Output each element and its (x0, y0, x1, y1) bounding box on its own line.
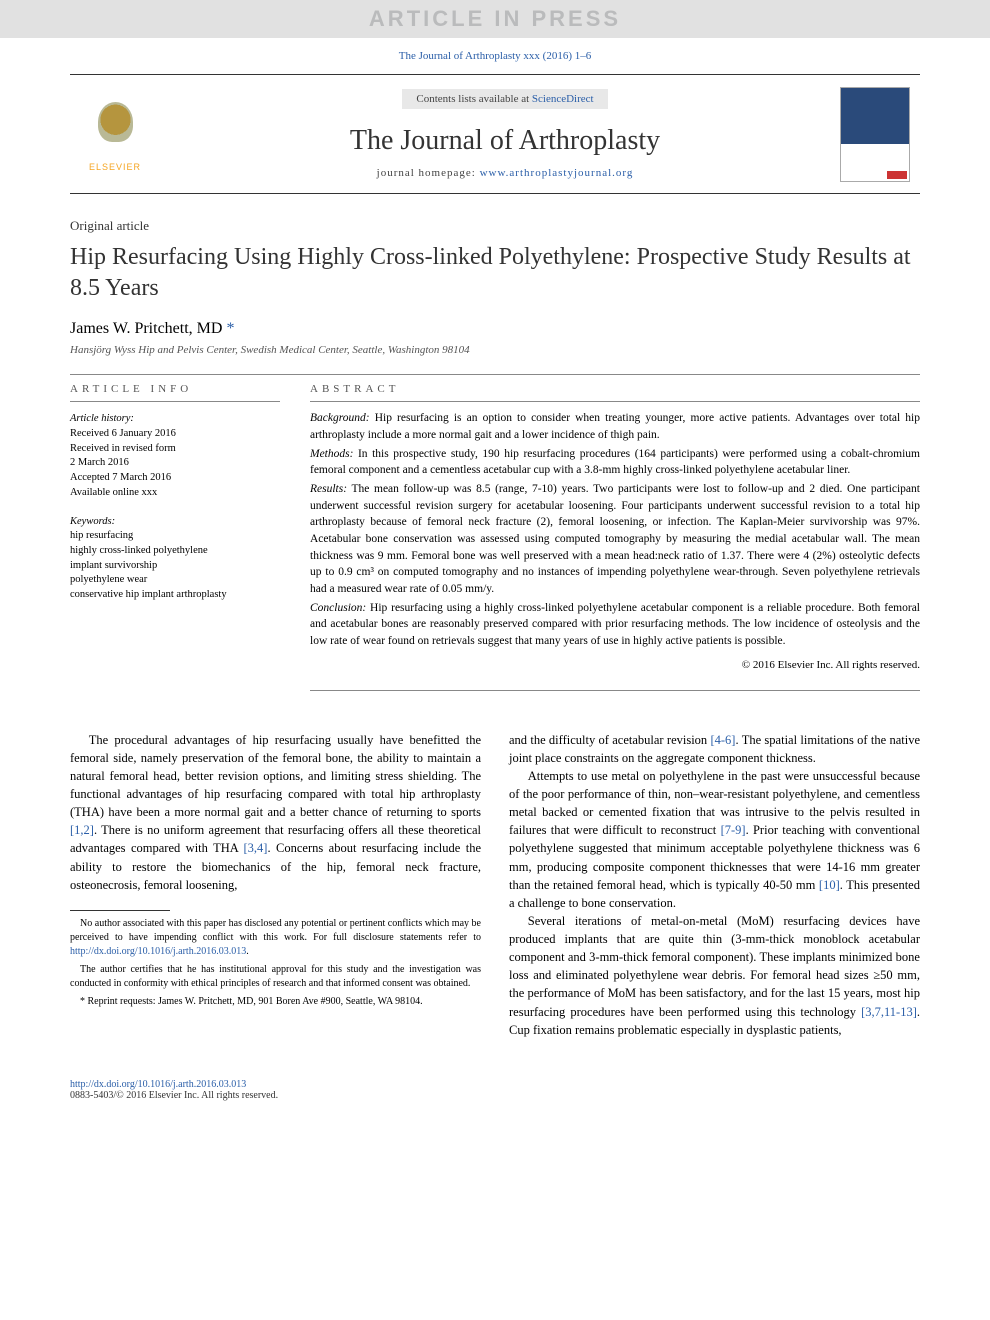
page-footer: http://dx.doi.org/10.1016/j.arth.2016.03… (70, 1079, 920, 1101)
body-text: The procedural advantages of hip resurfa… (70, 733, 481, 820)
citation-ref[interactable]: [1,2] (70, 823, 94, 837)
elsevier-logo: ELSEVIER (80, 89, 150, 179)
journal-name: The Journal of Arthroplasty (170, 125, 840, 157)
abstract-copyright: © 2016 Elsevier Inc. All rights reserved… (310, 658, 920, 684)
citation-ref[interactable]: [3,7,11-13] (861, 1005, 917, 1019)
issn-copyright: 0883-5403/© 2016 Elsevier Inc. All right… (70, 1090, 278, 1101)
methods-label: Methods: (310, 448, 353, 460)
keyword: polyethylene wear (70, 573, 280, 588)
article-type: Original article (70, 218, 920, 234)
footnote-reprint: * Reprint requests: James W. Pritchett, … (70, 995, 481, 1009)
history-label: Article history: (70, 412, 280, 427)
keyword: conservative hip implant arthroplasty (70, 588, 280, 603)
history-line: 2 March 2016 (70, 456, 280, 471)
citation-ref[interactable]: [3,4] (244, 841, 268, 855)
affiliation: Hansjörg Wyss Hip and Pelvis Center, Swe… (70, 344, 920, 356)
homepage-link[interactable]: www.arthroplastyjournal.org (480, 167, 634, 179)
history-line: Available online xxx (70, 486, 280, 501)
keyword: highly cross-linked polyethylene (70, 544, 280, 559)
journal-header: ELSEVIER Contents lists available at Sci… (70, 74, 920, 194)
history-line: Received in revised form (70, 442, 280, 457)
citation-ref[interactable]: [10] (819, 878, 840, 892)
article-body: The procedural advantages of hip resurfa… (70, 731, 920, 1039)
citation-line: The Journal of Arthroplasty xxx (2016) 1… (0, 42, 990, 74)
author-line: James W. Pritchett, MD * (70, 320, 920, 338)
background-label: Background: (310, 412, 370, 424)
keyword: implant survivorship (70, 559, 280, 574)
history-line: Accepted 7 March 2016 (70, 471, 280, 486)
abstract-heading: abstract (310, 375, 920, 402)
footnotes: No author associated with this paper has… (70, 910, 481, 1009)
footnote-text: No author associated with this paper has… (70, 918, 481, 943)
sciencedirect-link[interactable]: ScienceDirect (532, 93, 594, 105)
footnote-text: The author certifies that he has institu… (70, 963, 481, 991)
body-text: and the difficulty of acetabular revisio… (509, 733, 710, 747)
citation-ref[interactable]: [7-9] (721, 823, 746, 837)
keywords-label: Keywords: (70, 515, 280, 530)
journal-cover-thumbnail (840, 87, 910, 182)
background-text: Hip resurfacing is an option to consider… (310, 412, 920, 441)
article-title: Hip Resurfacing Using Highly Cross-linke… (70, 242, 920, 304)
doi-link[interactable]: http://dx.doi.org/10.1016/j.arth.2016.03… (70, 946, 246, 957)
results-label: Results: (310, 483, 347, 495)
doi-link[interactable]: http://dx.doi.org/10.1016/j.arth.2016.03… (70, 1079, 246, 1090)
corresponding-author-mark: * (226, 320, 234, 337)
body-text: Several iterations of metal-on-metal (Mo… (509, 914, 920, 1019)
publisher-name: ELSEVIER (89, 162, 141, 172)
conclusion-text: Hip resurfacing using a highly cross-lin… (310, 602, 920, 647)
author-name: James W. Pritchett, MD (70, 320, 222, 337)
conclusion-label: Conclusion: (310, 602, 366, 614)
abstract-column: abstract Background: Hip resurfacing is … (310, 375, 920, 690)
citation-ref[interactable]: [4-6] (710, 733, 735, 747)
keyword: hip resurfacing (70, 529, 280, 544)
journal-homepage: journal homepage: www.arthroplastyjourna… (170, 167, 840, 179)
article-in-press-banner: ARTICLE IN PRESS (0, 0, 990, 38)
article-info-column: article info Article history: Received 6… (70, 375, 280, 690)
results-text: The mean follow-up was 8.5 (range, 7-10)… (310, 483, 920, 595)
article-info-heading: article info (70, 375, 280, 402)
history-line: Received 6 January 2016 (70, 427, 280, 442)
contents-available: Contents lists available at ScienceDirec… (402, 89, 607, 109)
methods-text: In this prospective study, 190 hip resur… (310, 448, 920, 477)
